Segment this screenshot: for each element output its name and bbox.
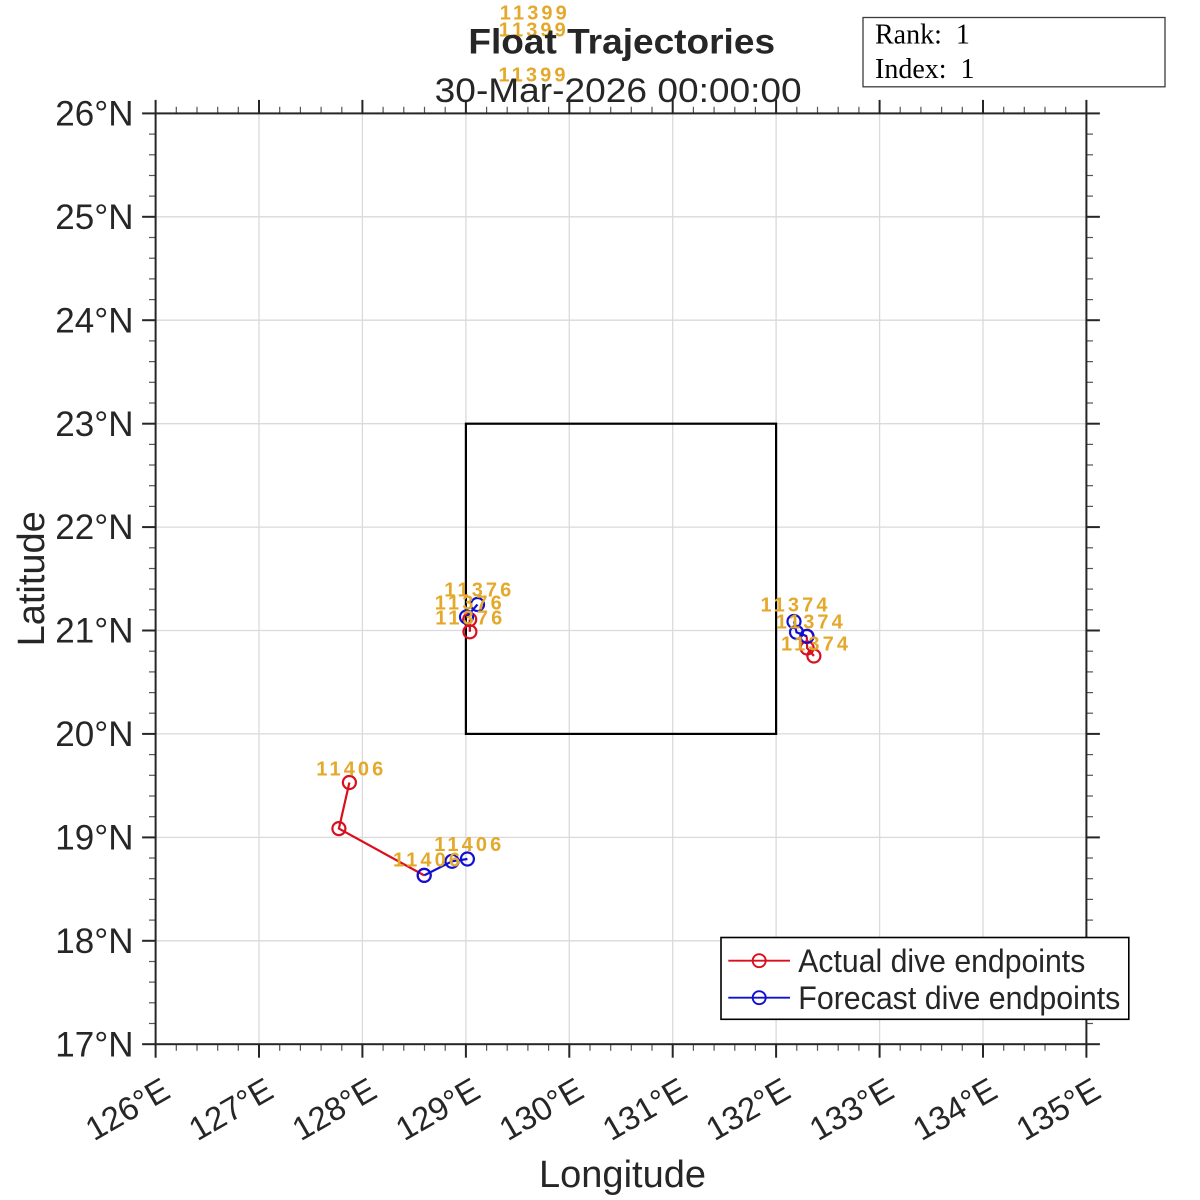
- svg-text:11374: 11374: [761, 594, 829, 616]
- svg-text:11376: 11376: [435, 593, 502, 615]
- svg-text:22°N: 22°N: [55, 508, 133, 547]
- svg-text:21°N: 21°N: [55, 612, 133, 651]
- svg-text:Actual dive endpoints: Actual dive endpoints: [798, 943, 1085, 979]
- svg-text:11399: 11399: [500, 3, 567, 25]
- svg-text:20°N: 20°N: [55, 715, 133, 754]
- svg-text:18°N: 18°N: [55, 922, 133, 961]
- svg-text:26°N: 26°N: [55, 95, 133, 134]
- svg-text:Float Trajectories: Float Trajectories: [468, 23, 775, 62]
- svg-text:11376: 11376: [444, 579, 511, 601]
- svg-text:25°N: 25°N: [55, 198, 133, 237]
- svg-text:11374: 11374: [776, 611, 844, 633]
- svg-text:Rank: 1: Rank: 1: [875, 20, 970, 51]
- svg-text:11374: 11374: [781, 634, 849, 656]
- svg-text:11406: 11406: [434, 834, 501, 856]
- svg-text:19°N: 19°N: [55, 819, 133, 858]
- svg-text:Longitude: Longitude: [539, 1154, 706, 1196]
- svg-text:30-Mar-2026 00:00:00: 30-Mar-2026 00:00:00: [435, 72, 802, 110]
- svg-text:11406: 11406: [393, 850, 460, 872]
- svg-text:Index: 1: Index: 1: [875, 54, 975, 85]
- svg-text:11399: 11399: [499, 20, 566, 42]
- svg-text:17°N: 17°N: [55, 1025, 133, 1064]
- svg-text:Forecast dive endpoints: Forecast dive endpoints: [798, 980, 1120, 1016]
- svg-text:Latitude: Latitude: [11, 511, 53, 646]
- svg-text:24°N: 24°N: [55, 301, 133, 340]
- svg-text:11406: 11406: [316, 759, 383, 781]
- svg-text:11399: 11399: [499, 64, 566, 86]
- svg-text:23°N: 23°N: [55, 405, 133, 444]
- svg-text:11376: 11376: [435, 608, 502, 630]
